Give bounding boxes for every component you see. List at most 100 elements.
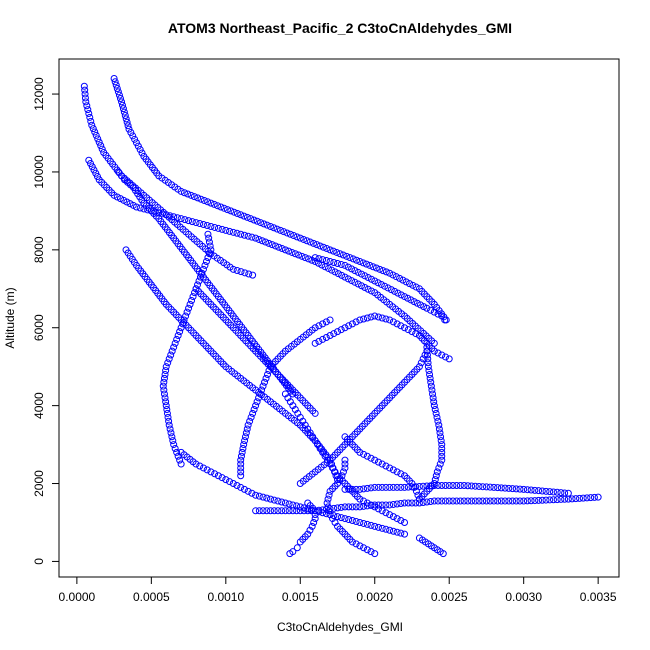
data-point: [427, 306, 435, 314]
data-point: [210, 200, 218, 208]
data-point: [110, 74, 118, 82]
data-point: [83, 102, 91, 110]
data-point: [186, 300, 194, 308]
data-point: [166, 425, 174, 433]
data-point: [185, 217, 193, 225]
data-point: [188, 218, 196, 226]
data-point: [406, 280, 413, 288]
data-point: [468, 497, 476, 505]
data-point: [300, 507, 308, 515]
data-point: [330, 259, 338, 266]
data-point: [356, 485, 364, 493]
data-point: [177, 215, 185, 223]
data-point: [412, 283, 420, 291]
data-point: [367, 287, 375, 295]
data-point: [348, 320, 356, 328]
data-point: [315, 337, 323, 345]
data-point: [171, 339, 179, 347]
data-point: [434, 310, 442, 318]
data-point: [203, 222, 211, 229]
data-point: [341, 456, 349, 464]
data-point: [464, 497, 472, 505]
data-point: [367, 275, 375, 283]
data-point: [161, 394, 169, 402]
data-point: [195, 277, 203, 285]
data-point: [371, 277, 379, 285]
y-tick-label: 4000: [32, 392, 46, 419]
data-point: [257, 219, 265, 227]
data-point: [378, 501, 386, 509]
data-point: [363, 484, 371, 492]
data-point: [296, 234, 304, 242]
data-point: [490, 483, 498, 491]
data-point: [298, 252, 306, 260]
data-point: [354, 268, 362, 276]
data-point: [542, 496, 550, 504]
data-point: [334, 328, 342, 336]
data-point: [246, 417, 254, 425]
data-point: [523, 486, 531, 494]
data-point: [415, 495, 423, 503]
data-point: [323, 499, 331, 507]
data-point: [118, 98, 126, 106]
data-point: [386, 511, 394, 519]
data-point: [307, 507, 315, 515]
data-point: [516, 485, 524, 493]
data-point: [396, 274, 404, 282]
x-tick-label: 0.0000: [59, 590, 96, 604]
data-point: [348, 485, 356, 493]
x-tick-label: 0.0030: [505, 590, 542, 604]
data-point: [241, 437, 249, 445]
data-point: [401, 499, 409, 507]
data-point: [166, 212, 174, 220]
data-point: [160, 378, 168, 386]
data-point: [114, 88, 122, 96]
data-point: [339, 251, 347, 259]
data-point: [238, 448, 246, 456]
data-point: [300, 235, 308, 243]
data-point: [270, 496, 278, 504]
data-point: [81, 94, 89, 102]
data-point: [393, 320, 401, 328]
data-point: [318, 261, 326, 269]
data-point: [129, 132, 137, 140]
data-point: [397, 322, 405, 330]
data-point: [88, 121, 96, 129]
data-point: [160, 386, 168, 394]
data-point: [367, 484, 375, 492]
data-point: [501, 497, 509, 505]
data-point: [311, 515, 319, 523]
data-point: [316, 242, 324, 250]
data-point: [167, 351, 175, 359]
data-point: [223, 206, 231, 214]
data-point: [192, 219, 200, 227]
data-point: [288, 248, 296, 256]
data-point: [557, 495, 565, 503]
data-point: [348, 277, 356, 285]
data-point: [325, 491, 333, 499]
data-point: [322, 333, 330, 341]
data-point: [397, 470, 405, 478]
data-point: [434, 481, 442, 489]
data-point: [293, 544, 301, 552]
data-point: [310, 518, 318, 526]
data-point: [171, 444, 179, 452]
data-point: [424, 363, 432, 371]
data-point: [427, 482, 435, 490]
data-point: [579, 494, 587, 502]
data-point: [250, 406, 258, 414]
data-point: [329, 247, 337, 255]
data-point: [389, 500, 397, 508]
data-point: [386, 316, 394, 324]
data-point: [364, 274, 372, 282]
data-point: [348, 503, 356, 511]
data-point: [319, 256, 327, 264]
data-point: [430, 398, 438, 406]
data-point: [520, 497, 528, 505]
x-tick-label: 0.0035: [580, 590, 617, 604]
data-point: [173, 448, 181, 456]
data-point: [237, 452, 245, 460]
data-point: [494, 484, 502, 492]
data-point: [409, 281, 417, 289]
data-point: [324, 264, 332, 272]
